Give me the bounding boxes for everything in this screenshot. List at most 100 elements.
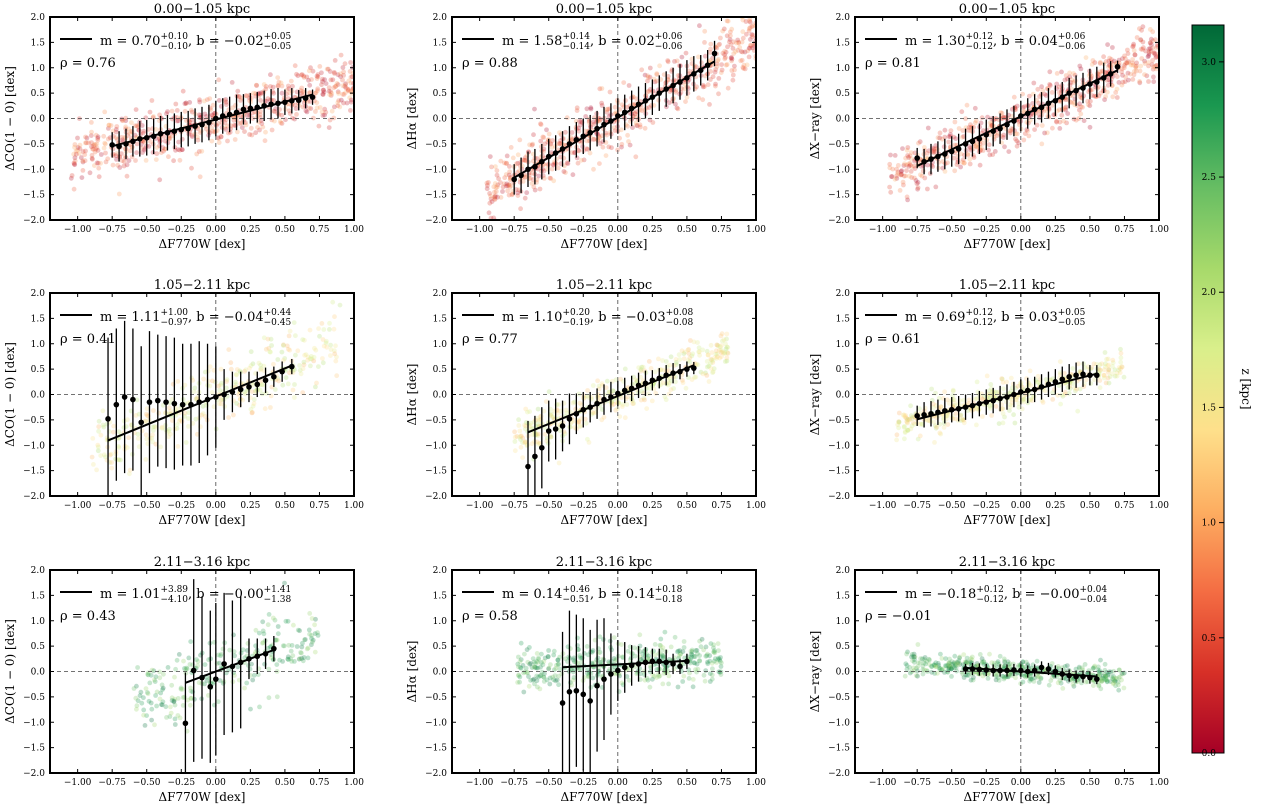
- scatter-point: [972, 105, 978, 111]
- legend: m = 1.10+0.20 −0.19, b = −0.03+0.08 −0.08ρ…: [462, 308, 693, 347]
- scatter-point: [580, 144, 585, 150]
- scatter-point: [909, 423, 915, 429]
- scatter-point: [633, 377, 638, 383]
- scatter-point: [195, 659, 201, 664]
- scatter-point: [1057, 372, 1063, 377]
- scatter-point: [666, 380, 672, 386]
- scatter-point: [707, 679, 713, 684]
- x-axis-label: ΔF770W [dex]: [561, 790, 648, 804]
- scatter-point: [298, 371, 304, 377]
- scatter-point: [988, 382, 994, 387]
- scatter-point: [310, 637, 316, 643]
- intercept-value: , b = 0.04: [993, 34, 1058, 49]
- scatter-point: [650, 120, 656, 125]
- scatter-point: [217, 678, 223, 683]
- scatter-point: [747, 45, 753, 51]
- scatter-point: [235, 664, 241, 670]
- scatter-point: [707, 102, 712, 107]
- scatter-point: [565, 161, 571, 167]
- scatter-point: [573, 118, 579, 124]
- scatter-point: [1112, 373, 1118, 379]
- scatter-point: [674, 58, 680, 64]
- scatter-point: [1016, 662, 1022, 668]
- scatter-point: [278, 80, 284, 86]
- scatter-point: [689, 353, 695, 359]
- scatter-point: [532, 106, 537, 112]
- scatter-point: [117, 165, 123, 170]
- scatter-point: [650, 672, 656, 678]
- scatter-point: [685, 347, 691, 353]
- scatter-point: [604, 132, 610, 138]
- scatter-point: [529, 181, 535, 186]
- scatter-point: [716, 57, 721, 62]
- y-tick-label: −0.5: [828, 140, 850, 150]
- scatter-point: [312, 649, 318, 655]
- scatter-point: [1150, 58, 1155, 63]
- scatter-point: [1045, 109, 1051, 115]
- scatter-point: [260, 628, 266, 634]
- scatter-point: [541, 679, 547, 684]
- scatter-point: [238, 98, 244, 103]
- scatter-point: [92, 163, 97, 169]
- scatter-point: [268, 336, 274, 342]
- scatter-point: [96, 418, 102, 424]
- scatter-point: [977, 652, 983, 657]
- scatter-point: [93, 132, 99, 138]
- scatter-point: [100, 422, 106, 428]
- scatter-point: [585, 388, 590, 393]
- scatter-point: [549, 145, 555, 150]
- scatter-point: [990, 152, 996, 158]
- x-axis-label: ΔF770W [dex]: [159, 513, 246, 527]
- y-tick-label: 1.5: [433, 38, 448, 48]
- scatter-point: [95, 160, 101, 166]
- scatter-point: [488, 193, 493, 199]
- scatter-point: [619, 680, 625, 686]
- scatter-point: [1117, 370, 1123, 376]
- scatter-point: [285, 618, 291, 624]
- scatter-point: [319, 109, 325, 115]
- fit-line: [185, 649, 275, 684]
- slope-value: m = 1.30: [905, 34, 965, 49]
- scatter-point: [323, 109, 329, 115]
- scatter-point: [714, 61, 720, 67]
- scatter-point: [91, 462, 96, 467]
- binned-point: [545, 428, 552, 434]
- scatter-point: [1122, 63, 1127, 68]
- scatter-point: [188, 107, 194, 113]
- scatter-point: [102, 109, 108, 115]
- x-tick-label: 0.25: [240, 778, 260, 788]
- scatter-point: [1126, 77, 1131, 83]
- scatter-point: [236, 94, 242, 99]
- scatter-point: [950, 388, 956, 394]
- scatter-point: [345, 86, 351, 92]
- scatter-point: [973, 396, 978, 402]
- x-tick-label: 0.00: [1011, 225, 1031, 235]
- scatter-point: [599, 133, 605, 139]
- scatter-point: [535, 433, 541, 439]
- scatter-point: [1036, 680, 1042, 685]
- scatter-point: [1131, 48, 1137, 53]
- scatter-point: [531, 132, 536, 138]
- scatter-point: [1131, 72, 1137, 78]
- scatter-point: [900, 146, 905, 152]
- scatter-point: [544, 438, 550, 444]
- scatter-point: [266, 345, 272, 351]
- scatter-point: [600, 656, 606, 662]
- scatter-point: [311, 115, 316, 121]
- scatter-point: [647, 74, 653, 80]
- scatter-point: [684, 94, 690, 100]
- scatter-point: [652, 652, 658, 658]
- scatter-point: [1096, 664, 1101, 670]
- scatter-point: [161, 671, 166, 677]
- scatter-point: [707, 50, 713, 55]
- scatter-point: [149, 98, 155, 103]
- scatter-point: [1076, 116, 1082, 121]
- intercept-err-up: +0.18: [655, 585, 683, 595]
- scatter-point: [237, 121, 243, 126]
- scatter-point: [727, 39, 732, 45]
- scatter-point: [712, 650, 718, 656]
- scatter-point: [708, 366, 714, 371]
- scatter-point: [328, 342, 333, 348]
- scatter-point: [999, 406, 1005, 412]
- scatter-point: [1152, 50, 1158, 56]
